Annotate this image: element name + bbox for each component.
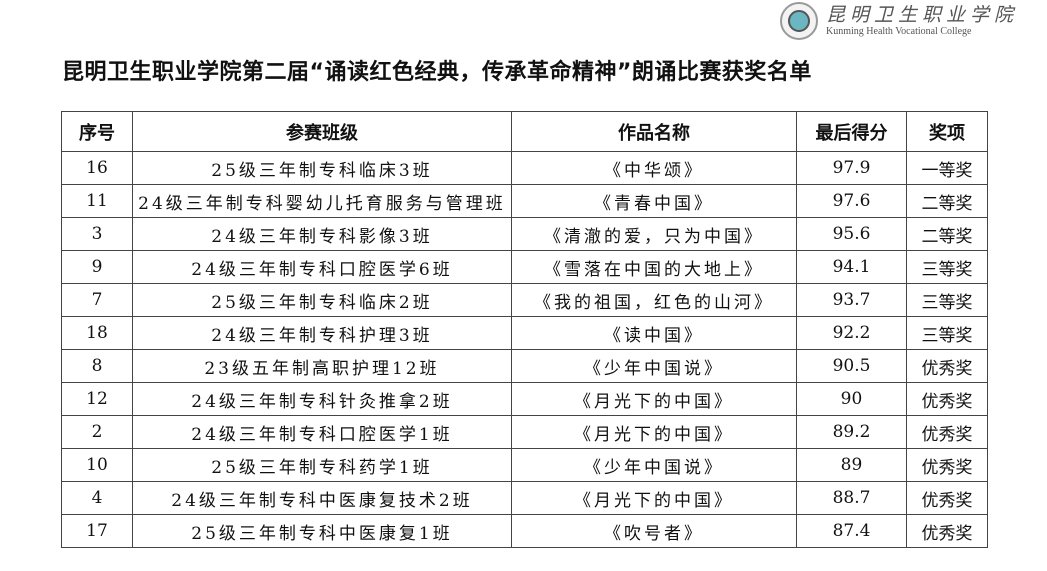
cell-work: 《月光下的中国》 xyxy=(511,415,797,449)
cell-score: 89 xyxy=(796,448,907,482)
cell-award: 二等奖 xyxy=(906,217,988,251)
cell-award: 三等奖 xyxy=(906,250,988,284)
table-row: 11 24级三年制专科婴幼儿托育服务与管理班 《青春中国》 97.6 二等奖 xyxy=(61,184,988,218)
header-index: 序号 xyxy=(61,111,133,152)
cell-award: 一等奖 xyxy=(906,151,988,185)
cell-class: 24级三年制专科针灸推拿2班 xyxy=(132,382,512,416)
table-header-row: 序号 参赛班级 作品名称 最后得分 奖项 xyxy=(61,111,988,152)
cell-work: 《青春中国》 xyxy=(511,184,797,218)
cell-award: 优秀奖 xyxy=(906,382,988,416)
cell-index: 4 xyxy=(61,481,133,515)
table-row: 4 24级三年制专科中医康复技术2班 《月光下的中国》 88.7 优秀奖 xyxy=(61,481,988,515)
cell-class: 25级三年制专科临床2班 xyxy=(132,283,512,317)
cell-index: 17 xyxy=(61,514,133,548)
cell-class: 25级三年制专科中医康复1班 xyxy=(132,514,512,548)
cell-class: 25级三年制专科临床3班 xyxy=(132,151,512,185)
cell-score: 94.1 xyxy=(796,250,907,284)
table-row: 7 25级三年制专科临床2班 《我的祖国，红色的山河》 93.7 三等奖 xyxy=(61,283,988,317)
table-row: 8 23级五年制高职护理12班 《少年中国说》 90.5 优秀奖 xyxy=(61,349,988,383)
cell-class: 24级三年制专科口腔医学6班 xyxy=(132,250,512,284)
header-score: 最后得分 xyxy=(796,111,907,152)
table-row: 16 25级三年制专科临床3班 《中华颂》 97.9 一等奖 xyxy=(61,151,988,185)
cell-work: 《吹号者》 xyxy=(511,514,797,548)
cell-score: 97.6 xyxy=(796,184,907,218)
cell-index: 12 xyxy=(61,382,133,416)
header-class: 参赛班级 xyxy=(132,111,512,152)
college-seal-icon xyxy=(780,2,818,40)
cell-class: 25级三年制专科药学1班 xyxy=(132,448,512,482)
table-row: 10 25级三年制专科药学1班 《少年中国说》 89 优秀奖 xyxy=(61,448,988,482)
logo-english-name: Kunming Health Vocational College xyxy=(826,26,972,37)
cell-index: 9 xyxy=(61,250,133,284)
cell-work: 《少年中国说》 xyxy=(511,448,797,482)
cell-award: 二等奖 xyxy=(906,184,988,218)
cell-index: 16 xyxy=(61,151,133,185)
cell-index: 7 xyxy=(61,283,133,317)
cell-award: 优秀奖 xyxy=(906,448,988,482)
cell-index: 10 xyxy=(61,448,133,482)
cell-award: 三等奖 xyxy=(906,316,988,350)
cell-score: 95.6 xyxy=(796,217,907,251)
cell-work: 《雪落在中国的大地上》 xyxy=(511,250,797,284)
cell-score: 97.9 xyxy=(796,151,907,185)
cell-award: 优秀奖 xyxy=(906,514,988,548)
table-row: 3 24级三年制专科影像3班 《清澈的爱，只为中国》 95.6 二等奖 xyxy=(61,217,988,251)
cell-score: 87.4 xyxy=(796,514,907,548)
cell-class: 24级三年制专科护理3班 xyxy=(132,316,512,350)
cell-award: 优秀奖 xyxy=(906,481,988,515)
cell-score: 93.7 xyxy=(796,283,907,317)
cell-index: 18 xyxy=(61,316,133,350)
cell-score: 88.7 xyxy=(796,481,907,515)
cell-award: 优秀奖 xyxy=(906,415,988,449)
document-title: 昆明卫生职业学院第二届“诵读红色经典，传承革命精神”朗诵比赛获奖名单 xyxy=(62,60,812,85)
table-row: 2 24级三年制专科口腔医学1班 《月光下的中国》 89.2 优秀奖 xyxy=(61,415,988,449)
cell-index: 11 xyxy=(61,184,133,218)
cell-index: 8 xyxy=(61,349,133,383)
cell-class: 23级五年制高职护理12班 xyxy=(132,349,512,383)
cell-class: 24级三年制专科影像3班 xyxy=(132,217,512,251)
cell-index: 3 xyxy=(61,217,133,251)
cell-work: 《清澈的爱，只为中国》 xyxy=(511,217,797,251)
cell-score: 90.5 xyxy=(796,349,907,383)
cell-work: 《读中国》 xyxy=(511,316,797,350)
table-row: 9 24级三年制专科口腔医学6班 《雪落在中国的大地上》 94.1 三等奖 xyxy=(61,250,988,284)
cell-work: 《月光下的中国》 xyxy=(511,481,797,515)
cell-work: 《中华颂》 xyxy=(511,151,797,185)
award-table: 序号 参赛班级 作品名称 最后得分 奖项 16 25级三年制专科临床3班 《中华颂》… xyxy=(61,111,988,548)
header-award: 奖项 xyxy=(906,111,988,152)
cell-work: 《少年中国说》 xyxy=(511,349,797,383)
cell-class: 24级三年制专科口腔医学1班 xyxy=(132,415,512,449)
table-row: 12 24级三年制专科针灸推拿2班 《月光下的中国》 90 优秀奖 xyxy=(61,382,988,416)
cell-index: 2 xyxy=(61,415,133,449)
cell-work: 《月光下的中国》 xyxy=(511,382,797,416)
cell-score: 90 xyxy=(796,382,907,416)
header-work: 作品名称 xyxy=(511,111,797,152)
cell-score: 89.2 xyxy=(796,415,907,449)
college-logo: 昆明卫生职业学院 Kunming Health Vocational Colle… xyxy=(780,0,1040,42)
cell-class: 24级三年制专科中医康复技术2班 xyxy=(132,481,512,515)
cell-score: 92.2 xyxy=(796,316,907,350)
logo-chinese-name: 昆明卫生职业学院 xyxy=(826,4,1019,26)
cell-work: 《我的祖国，红色的山河》 xyxy=(511,283,797,317)
table-row: 18 24级三年制专科护理3班 《读中国》 92.2 三等奖 xyxy=(61,316,988,350)
cell-award: 优秀奖 xyxy=(906,349,988,383)
cell-class: 24级三年制专科婴幼儿托育服务与管理班 xyxy=(132,184,512,218)
cell-award: 三等奖 xyxy=(906,283,988,317)
table-row: 17 25级三年制专科中医康复1班 《吹号者》 87.4 优秀奖 xyxy=(61,514,988,548)
